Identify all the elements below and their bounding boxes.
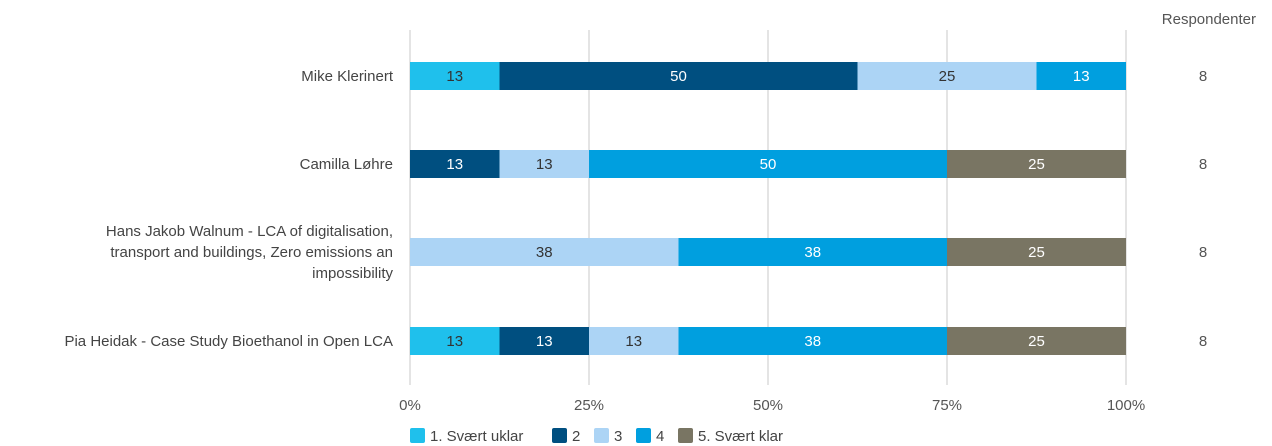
bar-segment (678, 327, 947, 355)
legend: 1. Svært uklar 2 3 4 5. Svært klar (410, 428, 783, 445)
bar-segment (678, 238, 947, 266)
data-label: 25 (939, 68, 956, 85)
respondent-count: 8 (1199, 244, 1207, 261)
bar-segment (410, 327, 500, 355)
respondent-count: 8 (1199, 156, 1207, 173)
category-label: Camilla Løhre (300, 156, 393, 173)
legend-swatch (552, 428, 567, 443)
category-label: Hans Jakob Walnum - LCA of digitalisatio… (106, 223, 394, 282)
data-label: 25 (1028, 156, 1045, 173)
bar-segment (1036, 62, 1126, 90)
data-label: 50 (760, 156, 777, 173)
bar-segment (410, 150, 500, 178)
bar-segment (499, 62, 858, 90)
category-label: Mike Klerinert (301, 68, 394, 85)
bar-segment (410, 238, 679, 266)
data-label: 13 (446, 68, 463, 85)
data-label: 38 (536, 244, 553, 261)
data-label: 13 (446, 156, 463, 173)
data-label: 25 (1028, 244, 1045, 261)
respondent-count: 8 (1199, 333, 1207, 350)
bar-segment (499, 150, 589, 178)
data-label: 38 (804, 333, 821, 350)
x-axis-ticks: 0% 25% 50% 75% 100% (399, 397, 1145, 414)
data-label: 13 (1073, 68, 1090, 85)
legend-label: 4 (656, 428, 664, 445)
legend-label: 1. Svært uklar (430, 428, 523, 445)
legend-swatch (594, 428, 609, 443)
data-label: 13 (625, 333, 642, 350)
respondents-header: Respondenter (1162, 11, 1256, 28)
bar-segment (589, 150, 947, 178)
legend-swatch (678, 428, 693, 443)
category-label: Pia Heidak - Case Study Bioethanol in Op… (64, 333, 393, 350)
data-label: 13 (536, 333, 553, 350)
data-label: 38 (804, 244, 821, 261)
legend-label: 2 (572, 428, 580, 445)
x-tick-label: 100% (1107, 397, 1145, 414)
bar-segment (499, 327, 589, 355)
legend-label: 5. Svært klar (698, 428, 783, 445)
bar-segment (947, 327, 1126, 355)
x-tick-label: 25% (574, 397, 604, 414)
data-label: 13 (536, 156, 553, 173)
bar-segment (947, 238, 1126, 266)
legend-label: 3 (614, 428, 622, 445)
respondent-count: 8 (1199, 68, 1207, 85)
bar-segment (410, 62, 500, 90)
legend-swatch (410, 428, 425, 443)
legend-swatch (636, 428, 651, 443)
bar-segments: 13 50 25 13 13 13 50 25 38 38 25 13 13 13 38 25 (410, 62, 1126, 355)
category-labels: Mike Klerinert Camilla Løhre Hans Jakob Wa… (64, 68, 393, 350)
data-label: 25 (1028, 333, 1045, 350)
bar-segment (947, 150, 1126, 178)
bar-segment (857, 62, 1037, 90)
bar-segment (589, 327, 679, 355)
respondent-counts: 8 8 8 8 (1199, 68, 1207, 350)
x-tick-label: 50% (753, 397, 783, 414)
x-tick-label: 75% (932, 397, 962, 414)
data-label: 50 (670, 68, 687, 85)
data-label: 13 (446, 333, 463, 350)
x-tick-label: 0% (399, 397, 421, 414)
